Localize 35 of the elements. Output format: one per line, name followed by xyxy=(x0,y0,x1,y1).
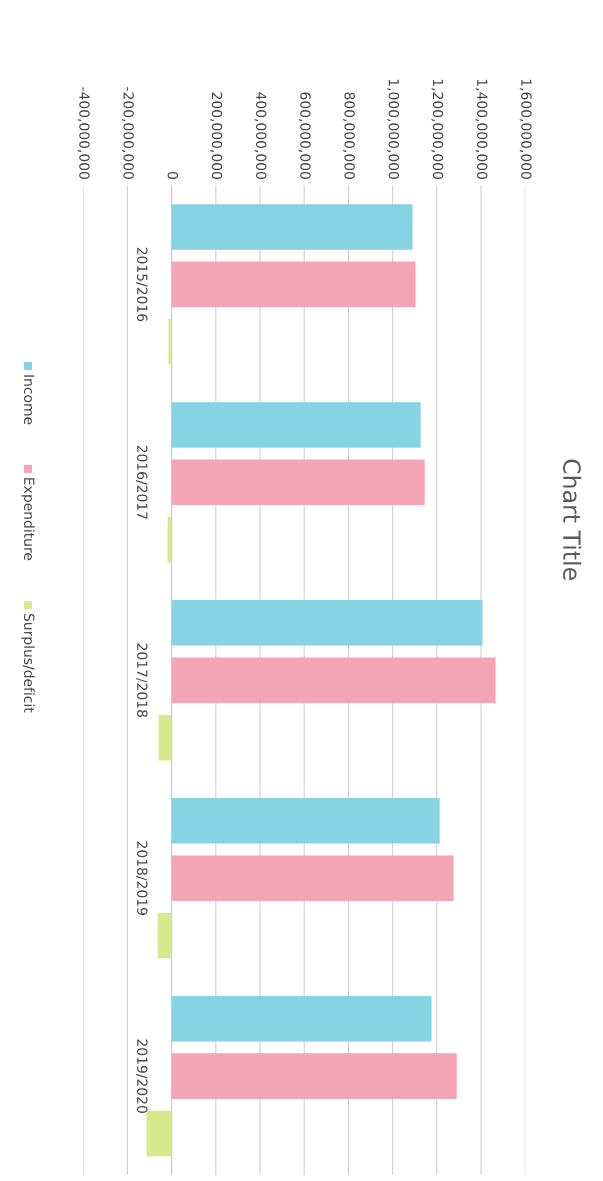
bar xyxy=(167,516,172,563)
bar xyxy=(168,319,172,365)
bar xyxy=(146,1110,172,1157)
bar xyxy=(171,261,416,308)
bar xyxy=(171,459,425,506)
y-tick-label: 2017/2018 xyxy=(135,643,148,717)
bar xyxy=(157,912,172,959)
x-tick-label: 200,000,000 xyxy=(210,92,223,179)
y-tick-label: 2018/2019 xyxy=(135,841,148,915)
bar xyxy=(171,855,454,901)
x-tick-label: 1,200,000,000 xyxy=(431,79,444,179)
bar xyxy=(171,204,413,250)
legend-label: Expenditure xyxy=(21,478,35,561)
x-tick-label: 1,000,000,000 xyxy=(387,79,400,179)
bar xyxy=(171,1053,457,1099)
bar xyxy=(171,995,432,1042)
x-tick-label: 0 xyxy=(167,171,179,179)
y-tick-label: 2019/2020 xyxy=(135,1039,148,1113)
x-tick-label: 800,000,000 xyxy=(342,92,355,179)
bar xyxy=(171,798,440,844)
bar xyxy=(171,657,496,704)
x-tick-label: 600,000,000 xyxy=(298,92,311,179)
x-tick-label: 400,000,000 xyxy=(254,92,267,179)
legend-label: Surplus/deficit xyxy=(21,613,35,713)
y-tick-label: 2015/2016 xyxy=(135,247,148,322)
bar xyxy=(171,402,421,448)
x-tick-label: 1,600,000,000 xyxy=(519,79,532,179)
text: Chart Title xyxy=(562,459,582,580)
x-tick-label: -400,000,000 xyxy=(77,87,90,179)
y-tick-label: 2016/2017 xyxy=(135,445,148,519)
x-tick-label: -200,000,000 xyxy=(121,87,134,179)
x-tick-label: 1,400,000,000 xyxy=(475,79,488,179)
legend-label: Income xyxy=(23,375,35,425)
bar xyxy=(158,714,172,761)
bar xyxy=(171,600,483,646)
